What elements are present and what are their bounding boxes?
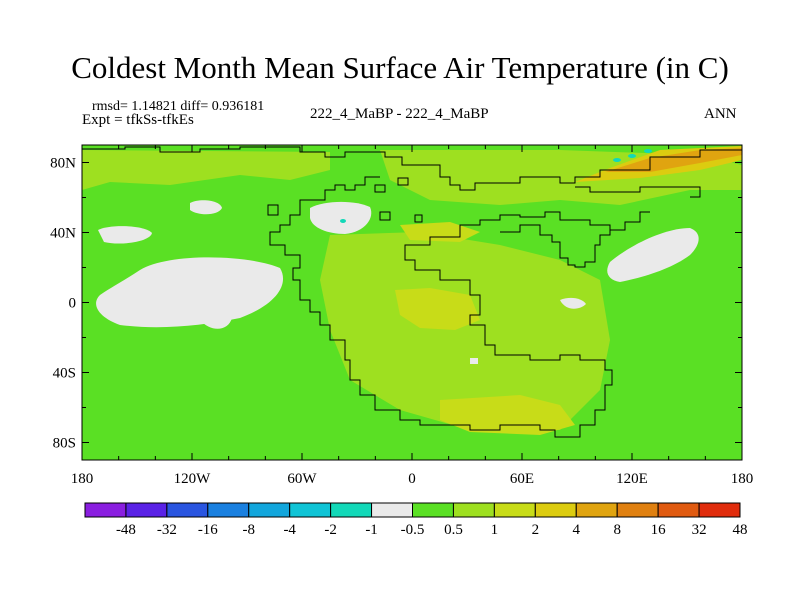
colorbar-label: -16 xyxy=(198,522,218,538)
map-field xyxy=(82,145,742,460)
lon-tick-label: 60E xyxy=(510,471,534,487)
colorbar-label: -1 xyxy=(365,522,378,538)
lon-tick-label: 180 xyxy=(71,471,94,487)
colorbar-label: -8 xyxy=(243,522,256,538)
coastline-east-arm xyxy=(610,211,650,231)
colorbar-label: -32 xyxy=(157,522,177,538)
colorbar-swatch xyxy=(452,502,495,518)
zone-southwest-pacific-neutral xyxy=(200,299,233,329)
minor-ticks xyxy=(81,145,743,460)
colorbar-label: -2 xyxy=(324,522,337,538)
zone-south-pangea-warm xyxy=(440,395,575,435)
lat-tick-label: 40N xyxy=(50,226,76,242)
lon-tick-label: 180 xyxy=(731,471,754,487)
colorbar-swatch xyxy=(657,502,700,518)
period-text: ANN xyxy=(704,106,737,122)
zone-tethys-spot-2 xyxy=(560,297,586,309)
zone-east-tethys-neutral xyxy=(607,228,699,282)
cyan-spot-tethys xyxy=(340,219,346,223)
colorbar-label: -4 xyxy=(283,522,296,538)
cyan-spot-arctic-1 xyxy=(613,158,621,162)
lat-tick-label: 80N xyxy=(50,156,76,172)
lat-tick-label: 40S xyxy=(53,366,76,382)
zone-northwest-tethys-neutral xyxy=(310,201,372,234)
coastline-arctic-inner xyxy=(575,186,701,198)
zone-tethys-spot-1 xyxy=(470,358,478,364)
comparison-text: 222_4_MaBP - 222_4_MaBP xyxy=(310,106,489,122)
colorbar-swatch xyxy=(330,502,373,518)
colorbar-swatch xyxy=(534,502,577,518)
lat-tick-label: 0 xyxy=(69,296,77,312)
experiment-text: Expt = tfkSs-tfkEs xyxy=(82,112,194,128)
zone-pacific-neutral-large xyxy=(96,257,284,328)
zone-north-pacific-band xyxy=(82,150,330,190)
plot-title: Coldest Month Mean Surface Air Temperatu… xyxy=(71,50,729,85)
coastline-pangea xyxy=(269,176,613,438)
zone-west-pacific-neutral xyxy=(98,226,152,244)
lon-tick-label: 120W xyxy=(174,471,212,487)
cyan-spot-arctic-3 xyxy=(644,149,652,153)
colorbar-swatch xyxy=(698,502,741,518)
lon-tick-label: 120E xyxy=(616,471,648,487)
zone-pangea-interior xyxy=(320,232,610,430)
coastline-north xyxy=(82,146,742,191)
colorbar-swatch xyxy=(248,502,291,518)
colorbar-label: 48 xyxy=(733,522,748,538)
colorbar-swatch xyxy=(493,502,536,518)
colorbar-swatch xyxy=(289,502,332,518)
colorbar-label: 32 xyxy=(692,522,707,538)
longitude-axis: 180 120W 60W 0 60E 120E 180 xyxy=(71,145,754,487)
zone-central-pangea-warm xyxy=(395,288,480,330)
coastline-west-island xyxy=(267,204,279,216)
colorbar-swatch xyxy=(84,502,127,518)
colorbar: -48 -32 -16 -8 -4 -2 -1 -0.5 0.5 1 2 4 8 16 32 48 xyxy=(84,502,748,538)
coastline-tethys-island-1 xyxy=(374,184,386,193)
colorbar-swatch xyxy=(575,502,618,518)
coastline-tethys-island-3 xyxy=(379,211,391,221)
lon-tick-label: 0 xyxy=(408,471,416,487)
colorbar-label: -0.5 xyxy=(401,522,425,538)
lon-tick-label: 60W xyxy=(287,471,317,487)
colorbar-label: 16 xyxy=(651,522,667,538)
colorbar-swatch xyxy=(207,502,250,518)
colorbar-label: 1 xyxy=(491,522,499,538)
coastline-tethys-island-2 xyxy=(397,177,409,186)
colorbar-swatch xyxy=(412,502,454,518)
colorbar-swatch xyxy=(616,502,659,518)
coastline-tethys-island-4 xyxy=(414,214,423,223)
colorbar-label: 0.5 xyxy=(444,522,463,538)
colorbar-swatch xyxy=(166,502,209,518)
colorbar-swatch xyxy=(371,502,413,518)
stats-text: rmsd= 1.14821 diff= 0.936181 xyxy=(92,99,265,114)
cyan-spot-arctic-2 xyxy=(628,154,636,158)
colorbar-label: -48 xyxy=(116,522,136,538)
lat-tick-label: 80S xyxy=(53,436,76,452)
colorbar-label: 4 xyxy=(573,522,581,538)
colorbar-swatch xyxy=(125,502,168,518)
colorbar-label: 2 xyxy=(532,522,540,538)
zone-arctic-warm-dark xyxy=(605,148,742,172)
colorbar-label: 8 xyxy=(613,522,621,538)
zone-atlantic-neutral-small xyxy=(190,200,222,215)
